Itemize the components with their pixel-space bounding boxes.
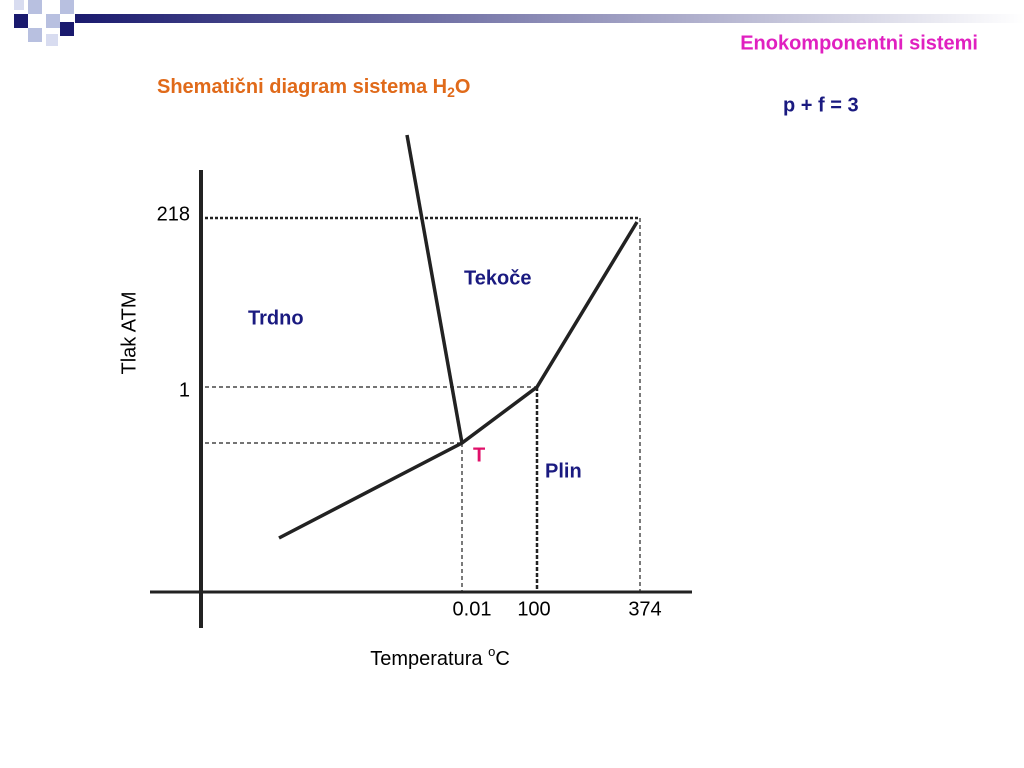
rule: p + f = 3 [783,94,859,116]
title: Shematični diagram sistema H2O [157,76,470,99]
title-after: O [455,76,471,98]
triple-point-label: T [473,444,485,466]
x-axis-label: Temperatura oC [370,644,510,670]
x-tick-label: 100 [517,598,550,620]
topic: Enokomponentni sistemi [740,32,978,54]
x-axis-label-after: C [495,648,509,670]
fusion-curve [405,134,464,444]
title-subscript: 2 [447,84,455,100]
y-tick-label: 218 [157,203,190,225]
x-tick-label: 0.01 [453,598,492,620]
y-tick-label: 1 [179,379,190,401]
title-text: Shematični diagram sistema H [157,76,447,98]
y-axis-label: Tlak ATM [118,292,140,375]
region-label: Plin [545,460,582,482]
region-label: Trdno [248,307,304,329]
vapor-curve [278,221,639,540]
x-tick-label: 374 [628,598,661,620]
x-axis-label-text: Temperatura [370,648,488,670]
region-label: Tekoče [464,267,531,289]
guides [205,216,641,592]
x-axis-label-superscript: o [488,644,495,659]
decoration [14,0,1024,46]
